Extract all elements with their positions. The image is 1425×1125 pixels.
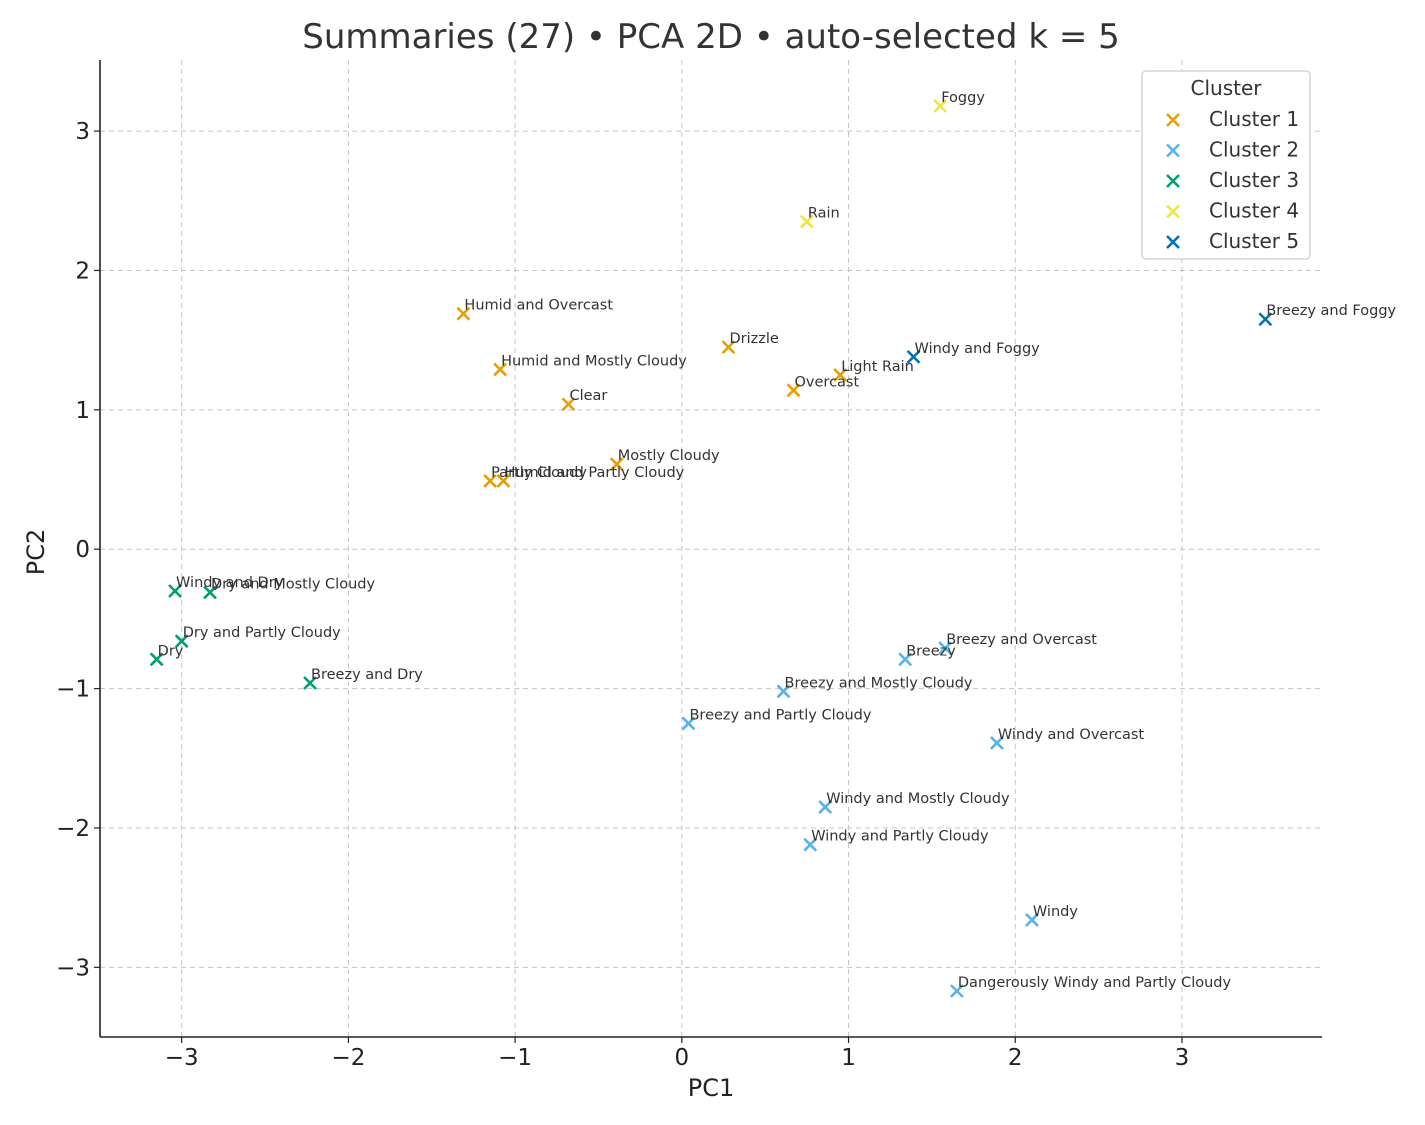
- data-point-label: Humid and Overcast: [464, 298, 613, 314]
- x-tick-label: 2: [1008, 1045, 1023, 1071]
- y-tick-label: −1: [56, 677, 90, 703]
- data-point-marker: [938, 641, 953, 656]
- data-point-marker: [168, 584, 182, 598]
- chart-title: Summaries (27) • PCA 2D • auto-selected …: [302, 17, 1120, 57]
- data-point-marker: [898, 652, 913, 667]
- data-point-label: Breezy: [906, 643, 956, 659]
- legend-title: Cluster: [1191, 76, 1263, 100]
- data-point-marker: [493, 362, 508, 377]
- legend-entry-label: Cluster 2: [1209, 138, 1299, 162]
- data-point-marker: [1258, 312, 1273, 327]
- legend-marker: [1166, 113, 1180, 127]
- data-point-label: Windy and Dry: [176, 575, 284, 591]
- data-point-marker: [203, 585, 217, 600]
- data-point-marker: [681, 716, 696, 731]
- data-point-marker: [721, 340, 736, 355]
- data-point-marker: [786, 383, 801, 398]
- x-tick-label: −2: [331, 1045, 365, 1071]
- data-point-label: Dry and Mostly Cloudy: [211, 576, 375, 592]
- data-point-label: Humid and Partly Cloudy: [504, 465, 684, 481]
- legend: Cluster Cluster 1 Cluster 2 Cluster 3 Clust…: [1141, 70, 1311, 260]
- data-point-marker: [149, 652, 164, 667]
- data-point-marker: [906, 349, 921, 364]
- data-point-marker: [609, 457, 624, 472]
- data-point-marker: [989, 736, 1004, 750]
- data-point-label: Dangerously Windy and Partly Cloudy: [958, 975, 1232, 991]
- legend-marker: [1166, 174, 1180, 188]
- legend-marker: [1166, 235, 1180, 249]
- x-tick-label: −1: [498, 1045, 532, 1071]
- data-point-label: Clear: [569, 388, 607, 404]
- grid-lines: [100, 60, 1322, 1037]
- y-tick-label: 0: [75, 537, 90, 563]
- data-point-label: Light Rain: [841, 359, 914, 375]
- data-point-label: Humid and Mostly Cloudy: [501, 353, 687, 369]
- data-point-marker: [803, 837, 818, 852]
- legend-entry-label: Cluster 4: [1209, 199, 1299, 223]
- data-point-marker: [561, 397, 576, 412]
- data-point-label: Rain: [808, 206, 840, 222]
- data-point-label: Windy and Mostly Cloudy: [826, 791, 1010, 807]
- y-tick-label: 1: [75, 398, 90, 424]
- data-point-marker: [949, 984, 964, 998]
- data-point-label: Windy: [1033, 904, 1078, 920]
- legend-box: [1141, 70, 1311, 260]
- data-point-marker: [776, 684, 791, 699]
- data-point-marker: [483, 473, 498, 488]
- data-point-label: Mostly Cloudy: [618, 448, 720, 464]
- data-point-marker: [174, 634, 189, 649]
- x-tick-label: 1: [841, 1045, 856, 1071]
- legend-entry-label: Cluster 5: [1209, 229, 1299, 253]
- data-point-label: Foggy: [941, 90, 985, 106]
- data-point-marker: [456, 306, 471, 321]
- data-point-marker: [303, 676, 317, 690]
- data-point-label: Overcast: [795, 374, 860, 390]
- y-tick-label: 2: [75, 258, 90, 284]
- data-point-label: Dry: [158, 643, 184, 659]
- y-axis-label: PC2: [22, 529, 50, 576]
- data-point-label: Breezy and Partly Cloudy: [689, 707, 871, 723]
- data-point-marker: [933, 99, 948, 113]
- data-point-label: Dry and Partly Cloudy: [183, 625, 341, 641]
- x-axis-label: PC1: [688, 1074, 735, 1102]
- data-point-marker: [1025, 913, 1039, 927]
- data-point-marker: [818, 800, 833, 814]
- x-tick-label: 3: [1175, 1045, 1190, 1071]
- legend-entry-label: Cluster 3: [1209, 168, 1299, 192]
- data-points: Humid and Overcast Humid and Mostly Cloud…: [149, 90, 1397, 998]
- legend-marker: [1166, 204, 1180, 219]
- data-point-label: Windy and Partly Cloudy: [811, 829, 989, 845]
- data-point-label: Drizzle: [730, 331, 779, 347]
- data-point-marker: [799, 214, 814, 229]
- data-point-label: Windy and Overcast: [998, 727, 1144, 743]
- axes: [99, 60, 1322, 1038]
- data-point-marker: [833, 368, 848, 382]
- data-point-label: Breezy and Overcast: [946, 632, 1097, 648]
- tick-labels: −3 −2 −1 0 1 2 3 −3 −2 −1 0 1 2 3: [56, 119, 1189, 1071]
- legend-marker: [1166, 143, 1180, 158]
- x-tick-label: −3: [165, 1045, 199, 1071]
- y-tick-label: −3: [56, 955, 90, 981]
- data-point-label: Breezy and Mostly Cloudy: [785, 675, 973, 691]
- data-point-label: Partly Cloudy: [491, 465, 587, 481]
- data-point-marker: [496, 473, 511, 488]
- data-point-label: Breezy and Dry: [311, 667, 423, 683]
- data-point-label: Windy and Foggy: [915, 341, 1041, 357]
- data-point-label: Breezy and Foggy: [1266, 303, 1396, 319]
- legend-entry-label: Cluster 1: [1209, 107, 1299, 131]
- x-tick-label: 0: [675, 1045, 690, 1071]
- y-tick-label: 3: [75, 119, 90, 145]
- y-tick-label: −2: [56, 816, 90, 842]
